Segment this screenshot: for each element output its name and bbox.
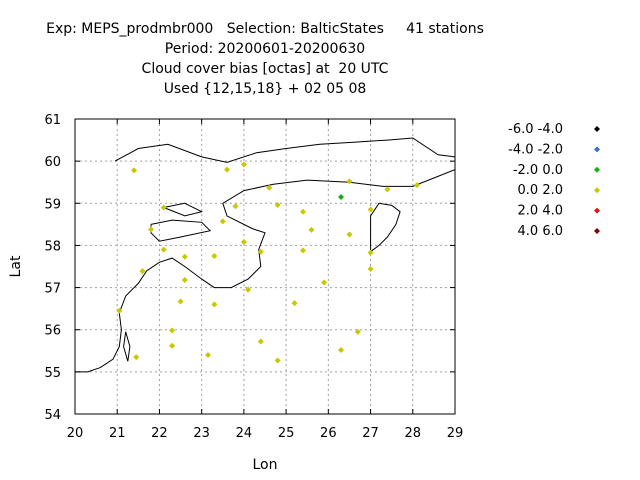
station-marker — [346, 178, 353, 185]
legend: -6.0 -4.0 -4.0 -2.0 -2.0 0.0 0.0 2.0 2.0 4.0… — [508, 122, 600, 239]
title-line-4: Used {12,15,18} + 02 05 08 — [163, 81, 367, 97]
station-marker — [240, 239, 247, 246]
grid-lines — [75, 119, 455, 414]
x-tick-label: 23 — [193, 426, 210, 441]
title-line-2: Period: 20200601-20200630 — [164, 41, 366, 57]
legend-swatch — [594, 126, 600, 132]
station-marker — [245, 286, 252, 293]
y-tick-label: 59 — [44, 197, 61, 212]
legend-label: 2.0 4.0 — [518, 204, 563, 219]
title-line-3: Cloud cover bias [octas] at 20 UTC — [141, 61, 389, 77]
plot-frame — [74, 118, 456, 415]
station-marker — [300, 247, 306, 254]
station-marker — [181, 276, 188, 283]
station-marker — [300, 208, 306, 215]
station-marker — [139, 268, 146, 275]
station-marker — [346, 231, 353, 238]
station-marker — [414, 182, 420, 189]
coastline — [123, 331, 131, 362]
station-marker — [211, 301, 218, 308]
legend-swatch — [594, 187, 600, 194]
legend-swatch — [594, 166, 600, 173]
station-marker — [232, 203, 239, 210]
station-marker — [224, 166, 230, 173]
legend-swatch — [594, 146, 600, 153]
station-marker — [116, 307, 123, 314]
axis-ticks: 20 21 22 23 24 25 26 27 28 29 54 55 56 57 58 59 60 61 — [44, 113, 463, 441]
station-marker — [169, 342, 176, 349]
x-tick-label: 21 — [109, 426, 126, 441]
station-marker — [160, 246, 167, 253]
x-tick-label: 22 — [151, 426, 168, 441]
station-marker — [367, 249, 374, 256]
coastline — [150, 219, 212, 242]
station-marker — [274, 201, 281, 208]
legend-swatch — [594, 228, 600, 234]
station-markers — [116, 161, 420, 364]
station-marker — [160, 204, 167, 211]
station-marker — [266, 184, 273, 191]
y-tick-label: 58 — [44, 239, 61, 254]
station-marker — [148, 226, 154, 233]
x-tick-label: 25 — [278, 426, 295, 441]
x-tick-label: 24 — [236, 426, 253, 441]
coastline — [114, 137, 455, 163]
x-tick-label: 27 — [362, 426, 379, 441]
y-tick-label: 60 — [44, 155, 61, 170]
x-tick-label: 28 — [405, 426, 422, 441]
station-marker — [338, 346, 344, 353]
station-marker — [131, 167, 138, 174]
station-marker — [181, 253, 188, 260]
station-marker — [354, 328, 361, 335]
y-tick-label: 56 — [44, 324, 61, 339]
coastline — [75, 169, 455, 373]
station-marker — [177, 298, 184, 305]
station-marker — [205, 352, 211, 358]
legend-label: 0.0 2.0 — [518, 183, 563, 198]
station-marker — [367, 206, 374, 213]
station-marker — [133, 354, 140, 361]
x-tick-label: 20 — [67, 426, 84, 441]
legend-label: -4.0 -2.0 — [508, 142, 563, 157]
station-marker — [367, 266, 374, 273]
y-axis-label: Lat — [8, 255, 24, 277]
legend-swatch — [594, 207, 600, 214]
station-marker — [384, 186, 391, 193]
coastline — [163, 202, 204, 217]
station-marker — [219, 218, 226, 225]
title-line-1: Exp: MEPS_prodmbr000 Selection: BalticSt… — [46, 21, 484, 37]
station-marker — [308, 226, 315, 233]
station-marker — [321, 279, 328, 286]
y-tick-label: 61 — [44, 113, 61, 128]
coastline — [370, 202, 401, 253]
station-marker — [291, 300, 298, 307]
legend-label: -6.0 -4.0 — [508, 122, 563, 137]
legend-label: -2.0 0.0 — [513, 163, 563, 178]
coastline-layer — [75, 137, 455, 373]
station-marker — [211, 252, 218, 259]
station-marker — [257, 248, 264, 255]
y-tick-label: 55 — [44, 366, 61, 381]
x-tick-label: 29 — [447, 426, 464, 441]
station-marker — [240, 161, 247, 168]
y-tick-label: 57 — [44, 282, 61, 297]
x-axis-label: Lon — [253, 457, 278, 473]
y-tick-label: 54 — [44, 408, 61, 423]
station-marker — [274, 357, 281, 364]
station-marker — [257, 338, 264, 345]
station-marker — [169, 327, 176, 334]
legend-label: 4.0 6.0 — [518, 224, 563, 239]
station-marker — [338, 193, 344, 200]
x-tick-label: 26 — [320, 426, 337, 441]
